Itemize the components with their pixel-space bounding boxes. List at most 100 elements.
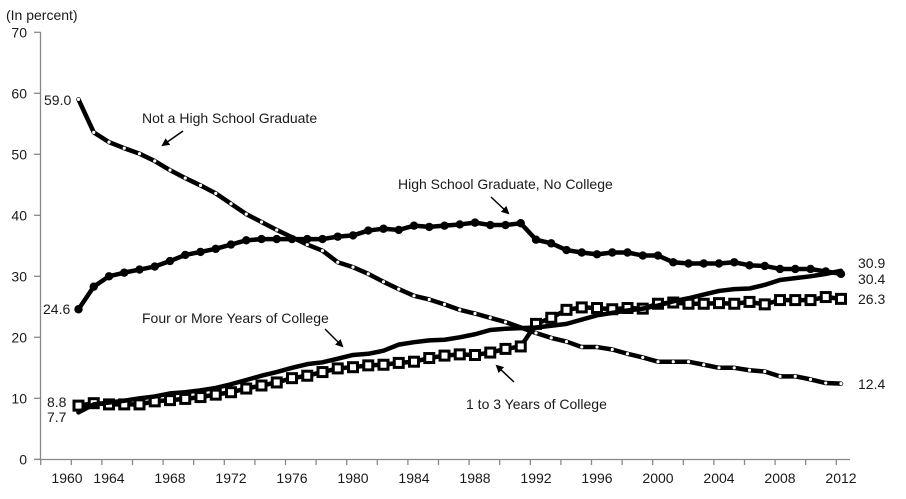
data-point: [333, 232, 342, 241]
data-point: [791, 264, 800, 274]
data-point: [641, 355, 645, 360]
data-point: [591, 302, 603, 315]
data-point: [381, 280, 386, 284]
data-point: [728, 297, 741, 310]
data-point: [427, 297, 431, 302]
series-not-a-high-school-graduate: [76, 97, 844, 386]
x-tick-label: 1996: [581, 470, 612, 486]
data-point: [592, 250, 602, 259]
data-point: [412, 294, 416, 298]
data-point: [153, 159, 157, 163]
y-tick-label: 30: [11, 268, 27, 284]
data-point: [336, 260, 340, 264]
data-point: [839, 382, 843, 386]
data-point: [501, 220, 510, 230]
x-tick-label: 2004: [703, 470, 734, 486]
data-point: [137, 152, 142, 156]
data-point: [819, 291, 832, 304]
data-point: [240, 382, 253, 395]
data-point: [793, 374, 797, 378]
data-point: [133, 398, 146, 411]
y-tick-label: 60: [11, 85, 27, 101]
data-point: [259, 220, 264, 224]
data-point: [242, 236, 251, 245]
arrow-bachelors: [324, 328, 344, 348]
data-point: [122, 146, 126, 150]
x-tick-label: 1976: [276, 470, 307, 486]
data-point: [684, 259, 693, 268]
data-point: [226, 240, 236, 249]
data-point: [469, 348, 481, 361]
data-point: [758, 298, 771, 311]
data-point: [835, 292, 847, 305]
data-point: [713, 297, 725, 310]
data-point: [717, 366, 721, 370]
data-point: [104, 272, 114, 281]
data-point: [89, 282, 98, 291]
arrow-hs: [490, 196, 510, 215]
data-point: [135, 265, 144, 274]
data-point: [362, 359, 375, 372]
data-point: [484, 346, 497, 359]
x-tick-label: 1972: [215, 470, 246, 486]
start-label-bachelors: 7.7: [47, 409, 67, 425]
data-point: [778, 374, 782, 378]
x-tick-label: 1964: [93, 470, 124, 486]
series-label-some-college: 1 to 3 Years of College: [466, 396, 607, 412]
y-tick-label: 50: [11, 146, 27, 162]
data-point: [397, 287, 401, 291]
data-point: [442, 302, 447, 306]
data-point: [107, 140, 111, 144]
data-point: [305, 242, 309, 247]
data-point: [534, 331, 538, 335]
data-point: [470, 218, 480, 227]
data-point: [458, 308, 462, 312]
series-line: [76, 268, 844, 415]
data-point: [577, 248, 586, 257]
data-point: [808, 377, 813, 381]
data-point: [455, 220, 464, 229]
y-tick-label: 20: [11, 329, 27, 345]
data-point: [211, 244, 220, 254]
data-point: [763, 369, 767, 374]
data-point: [595, 345, 599, 349]
series-label-bachelors: Four or More Years of College: [142, 310, 329, 326]
x-tick-label: 2000: [642, 470, 673, 486]
data-point: [743, 295, 756, 308]
end-label-bachelors: 30.9: [858, 255, 885, 271]
data-point: [745, 261, 754, 270]
data-point: [275, 228, 279, 232]
data-point: [214, 191, 218, 195]
data-point: [438, 349, 451, 362]
data-point: [440, 221, 449, 230]
data-point: [181, 250, 190, 260]
data-point: [686, 360, 691, 364]
data-point: [364, 226, 373, 235]
x-tick-label: 1988: [459, 470, 490, 486]
series-high-school-graduate-no-college: [74, 218, 846, 314]
data-point: [671, 360, 675, 364]
axes: [34, 31, 850, 465]
data-point: [318, 234, 327, 244]
data-point: [287, 234, 297, 244]
series-1-to-3-years-of-college: [72, 291, 847, 412]
y-tick-label: 70: [11, 24, 27, 40]
data-point: [562, 245, 571, 255]
x-tick-label: 1984: [398, 470, 429, 486]
data-point: [747, 368, 752, 372]
data-point: [488, 316, 492, 320]
x-tick-label: 1980: [337, 470, 368, 486]
data-point: [473, 311, 477, 316]
data-point: [198, 183, 203, 188]
data-point: [549, 336, 553, 340]
data-point: [547, 239, 556, 248]
data-point: [303, 234, 312, 244]
data-point: [774, 294, 786, 307]
data-point: [392, 356, 405, 369]
data-point: [331, 362, 344, 375]
x-tick-label: 1960: [51, 470, 82, 486]
data-point: [194, 391, 207, 404]
data-point: [824, 381, 828, 385]
x-tick-label: 1992: [520, 470, 551, 486]
data-point: [316, 366, 329, 379]
